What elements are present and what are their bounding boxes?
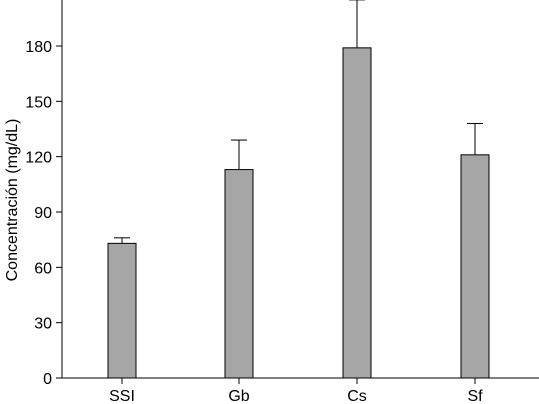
y-tick-label: 150 — [25, 94, 52, 111]
error-bars — [114, 0, 483, 248]
bar-cs — [342, 47, 372, 379]
y-tick-label: 60 — [34, 260, 52, 277]
x-axis-ticks: SSI Gb Cs Sf — [109, 378, 483, 404]
y-axis-ticks: 0 30 60 90 120 150 180 — [25, 39, 62, 388]
y-tick-label: 0 — [43, 371, 52, 388]
bar-gb — [224, 169, 254, 379]
plot-axes — [61, 0, 539, 379]
bar-ssi — [107, 242, 137, 379]
y-tick-label: 120 — [25, 150, 52, 167]
bar-sf — [460, 154, 490, 379]
x-tick-label-ssi: SSI — [109, 388, 135, 404]
y-tick-label: 90 — [34, 205, 52, 222]
x-tick-label-gb: Gb — [228, 388, 249, 404]
y-tick-label: 180 — [25, 39, 52, 56]
x-tick-label-cs: Cs — [347, 388, 367, 404]
x-tick-label-sf: Sf — [467, 388, 483, 404]
bars — [107, 47, 490, 379]
y-axis-label: Concentración (mg/dL) — [4, 119, 21, 282]
y-tick-label: 30 — [34, 316, 52, 333]
